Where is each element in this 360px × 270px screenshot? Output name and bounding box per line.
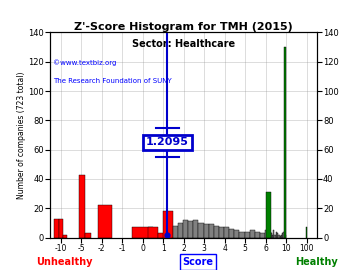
Bar (278, 235, 279, 238)
Bar (250, 230, 255, 238)
Bar (158, 233, 168, 238)
Bar (188, 221, 193, 238)
Bar (279, 236, 281, 238)
Bar (148, 227, 158, 238)
Text: Unhealthy: Unhealthy (37, 257, 93, 267)
Bar (219, 227, 224, 238)
Bar (255, 232, 260, 238)
Text: Sector: Healthcare: Sector: Healthcare (132, 39, 235, 49)
Title: Z'-Score Histogram for TMH (2015): Z'-Score Histogram for TMH (2015) (74, 22, 293, 32)
Text: The Research Foundation of SUNY: The Research Foundation of SUNY (53, 77, 172, 83)
Bar (163, 211, 174, 238)
Bar (234, 230, 239, 238)
Text: Score: Score (183, 257, 213, 267)
Bar (274, 235, 276, 238)
Bar (276, 232, 277, 238)
Bar (265, 230, 267, 238)
Bar (277, 233, 278, 238)
Bar (183, 220, 188, 238)
Bar (239, 232, 244, 238)
Bar (59, 218, 63, 238)
Bar (54, 218, 59, 238)
Bar (98, 205, 112, 238)
Bar (79, 175, 85, 238)
Bar (178, 223, 183, 238)
Bar (224, 227, 229, 238)
Bar (269, 232, 271, 238)
Bar (260, 233, 265, 238)
Bar (173, 226, 178, 238)
Bar (214, 226, 219, 238)
Bar (282, 233, 283, 238)
Bar (272, 235, 273, 238)
Bar (273, 230, 274, 238)
Bar (266, 192, 271, 238)
Bar (85, 233, 91, 238)
Bar (281, 235, 282, 238)
Bar (283, 232, 285, 238)
Bar (271, 233, 272, 238)
Bar (244, 232, 250, 238)
Text: 1.2095: 1.2095 (146, 137, 189, 147)
Bar (229, 229, 234, 238)
Bar (209, 224, 214, 238)
Bar (193, 220, 198, 238)
Bar (204, 224, 209, 238)
Bar (285, 235, 286, 238)
Bar (198, 223, 204, 238)
Y-axis label: Number of companies (723 total): Number of companies (723 total) (17, 71, 26, 199)
Bar (284, 47, 286, 238)
Bar (267, 233, 268, 238)
Bar (63, 235, 67, 238)
Text: ©www.textbiz.org: ©www.textbiz.org (53, 59, 116, 66)
Text: Healthy: Healthy (296, 257, 338, 267)
Bar (132, 227, 153, 238)
Bar (268, 235, 269, 238)
